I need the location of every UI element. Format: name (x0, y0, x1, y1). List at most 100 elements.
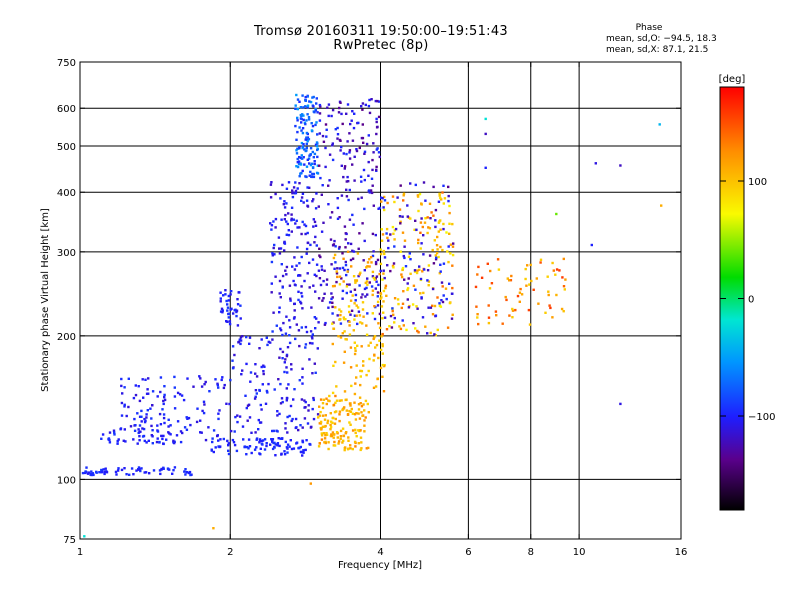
data-point (324, 321, 327, 325)
data-point (304, 138, 307, 141)
data-point (264, 402, 268, 405)
data-point (145, 392, 149, 395)
data-point (189, 423, 192, 427)
data-point (143, 471, 146, 474)
data-point (416, 269, 419, 272)
data-point (377, 322, 380, 325)
data-point (311, 124, 315, 128)
data-point (332, 256, 336, 260)
data-point (330, 211, 334, 214)
data-point (477, 265, 480, 269)
data-point (329, 425, 333, 429)
data-point (353, 352, 357, 356)
data-point (379, 297, 382, 300)
data-point (147, 377, 150, 380)
data-point (379, 366, 383, 370)
data-point (165, 438, 168, 441)
data-point (151, 404, 154, 407)
data-point (220, 378, 223, 382)
data-point (426, 216, 429, 219)
data-point (433, 304, 437, 308)
data-point (132, 396, 136, 400)
data-point (320, 438, 324, 441)
data-point (279, 437, 282, 440)
data-point (340, 164, 343, 167)
phase-stats-o-mode: mean, sd,O: −94.5, 18.3 (606, 34, 717, 44)
data-point (137, 468, 140, 471)
data-point (398, 215, 402, 218)
data-point (285, 366, 288, 369)
data-point (440, 281, 444, 284)
data-point (316, 347, 319, 350)
data-point (487, 316, 491, 319)
data-point (419, 247, 422, 250)
data-point (276, 410, 279, 413)
data-point (279, 329, 283, 332)
data-point (389, 314, 393, 318)
data-point (159, 376, 163, 379)
data-point (431, 304, 434, 307)
data-point (322, 297, 325, 300)
data-point (282, 203, 285, 206)
data-point (379, 248, 382, 251)
data-point (297, 428, 300, 432)
data-point (339, 336, 343, 339)
data-point (280, 218, 283, 221)
data-point (340, 112, 343, 116)
data-point (329, 412, 332, 415)
data-point (318, 405, 321, 408)
data-point (239, 317, 242, 320)
data-point (298, 146, 301, 149)
data-point (140, 409, 143, 413)
data-point (292, 398, 295, 401)
data-point (354, 293, 358, 297)
data-point (322, 432, 326, 435)
data-point (361, 293, 364, 296)
data-point (321, 402, 325, 405)
data-point (238, 338, 241, 341)
data-point (255, 375, 259, 378)
data-point (217, 386, 220, 389)
data-point (312, 218, 315, 221)
data-point (238, 291, 241, 294)
data-point (337, 111, 341, 114)
data-point (254, 395, 257, 398)
data-point (228, 320, 232, 323)
data-point (314, 224, 318, 227)
data-point (296, 130, 299, 134)
data-point (311, 337, 314, 340)
data-point (351, 294, 354, 297)
data-point (211, 437, 214, 440)
data-point (339, 310, 343, 313)
data-point (301, 307, 304, 310)
data-point (328, 301, 332, 304)
data-point (359, 436, 363, 439)
data-point (120, 377, 123, 381)
data-point (353, 401, 356, 404)
data-point (355, 304, 358, 307)
data-point (327, 114, 330, 118)
data-point (358, 284, 361, 287)
data-point (381, 233, 385, 236)
data-point (342, 257, 345, 260)
data-point (319, 105, 322, 108)
data-point (372, 276, 376, 280)
data-point (358, 146, 361, 150)
data-point (341, 252, 344, 255)
data-point (337, 335, 340, 338)
data-point (277, 236, 281, 239)
data-point (362, 315, 365, 318)
data-point (399, 250, 402, 253)
colorbar-tick-label: 100 (748, 177, 767, 188)
data-point (448, 211, 451, 215)
data-point (312, 198, 315, 201)
data-point (314, 235, 317, 239)
data-point (242, 438, 245, 441)
data-point (402, 192, 406, 195)
data-point (382, 289, 386, 293)
data-point (285, 387, 288, 390)
data-point (406, 204, 409, 207)
data-point (289, 297, 292, 300)
data-point (306, 231, 309, 235)
